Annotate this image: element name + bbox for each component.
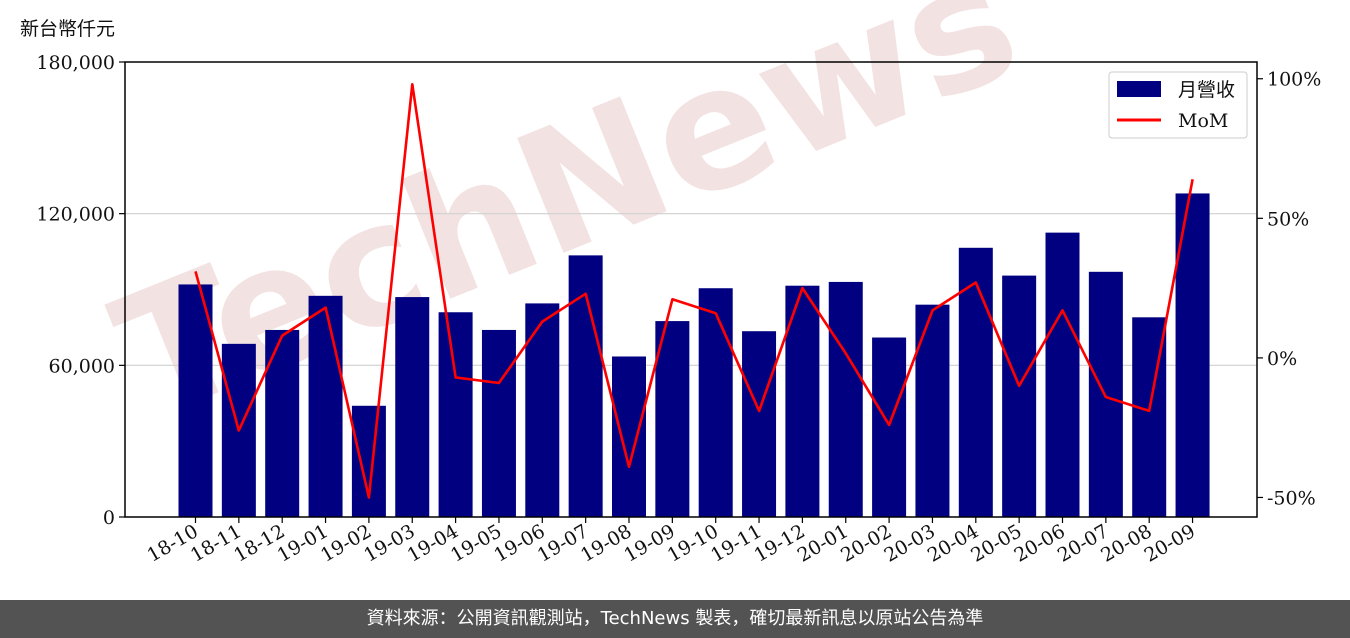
revenue-bar-19-01	[308, 295, 343, 517]
plot-border	[124, 61, 1258, 518]
revenue-bar-18-12	[265, 329, 300, 517]
revenue-bar-19-08	[612, 356, 646, 517]
revenue-bar-19-12	[785, 285, 820, 517]
revenue-bar-20-05	[1002, 275, 1037, 517]
revenue-bar-19-03	[395, 297, 430, 517]
left-y-axis: 0 60,000 120,000 180,000	[36, 52, 125, 529]
revenue-bar-18-10	[178, 284, 213, 517]
right-y-axis: -50% 0% 50% 100%	[1257, 69, 1321, 509]
revenue-bar-20-06	[1045, 232, 1080, 517]
left-tick-label: 60,000	[49, 355, 115, 377]
revenue-bar-19-10	[698, 288, 733, 517]
legend-label-revenue: 月營收	[1178, 79, 1235, 101]
revenue-bar-19-05	[481, 329, 516, 517]
plot-frame	[124, 61, 1258, 518]
revenue-bar-20-04	[958, 247, 993, 517]
right-tick-label: -50%	[1267, 487, 1316, 509]
right-tick-label: 100%	[1267, 69, 1321, 91]
revenue-bar-19-04	[438, 312, 473, 517]
revenue-bar-19-02	[351, 405, 386, 517]
mom-line	[194, 83, 1194, 499]
right-tick-label: 50%	[1267, 208, 1309, 230]
revenue-bar-19-11	[742, 331, 777, 517]
left-tick-label: 180,000	[36, 52, 115, 74]
y-axis-unit-label: 新台幣仟元	[20, 18, 116, 40]
mom-line-layer	[194, 83, 1194, 499]
source-footer: 資料來源：公開資訊觀測站，TechNews 製表，確切最新訊息以原站公告為準	[0, 600, 1350, 638]
legend-bar-swatch	[1117, 81, 1161, 97]
legend: 月營收 MoM	[1108, 71, 1248, 139]
left-tick-label: 0	[103, 507, 115, 529]
revenue-bar-20-09	[1175, 193, 1210, 517]
revenue-bar-19-07	[568, 255, 603, 517]
revenue-bar-19-06	[525, 303, 560, 517]
revenue-bar-20-03	[915, 304, 950, 517]
revenue-bar-20-01	[828, 281, 863, 517]
left-tick-label: 120,000	[36, 204, 115, 226]
legend-label-mom: MoM	[1178, 110, 1228, 132]
revenue-bar-19-09	[655, 321, 690, 517]
right-tick-label: 0%	[1267, 348, 1297, 370]
x-tick-label: 20-09	[1141, 520, 1199, 566]
x-axis: 18-1018-1118-1219-0119-0219-0319-0419-05…	[144, 517, 1199, 567]
revenue-bar-20-02	[872, 337, 907, 517]
